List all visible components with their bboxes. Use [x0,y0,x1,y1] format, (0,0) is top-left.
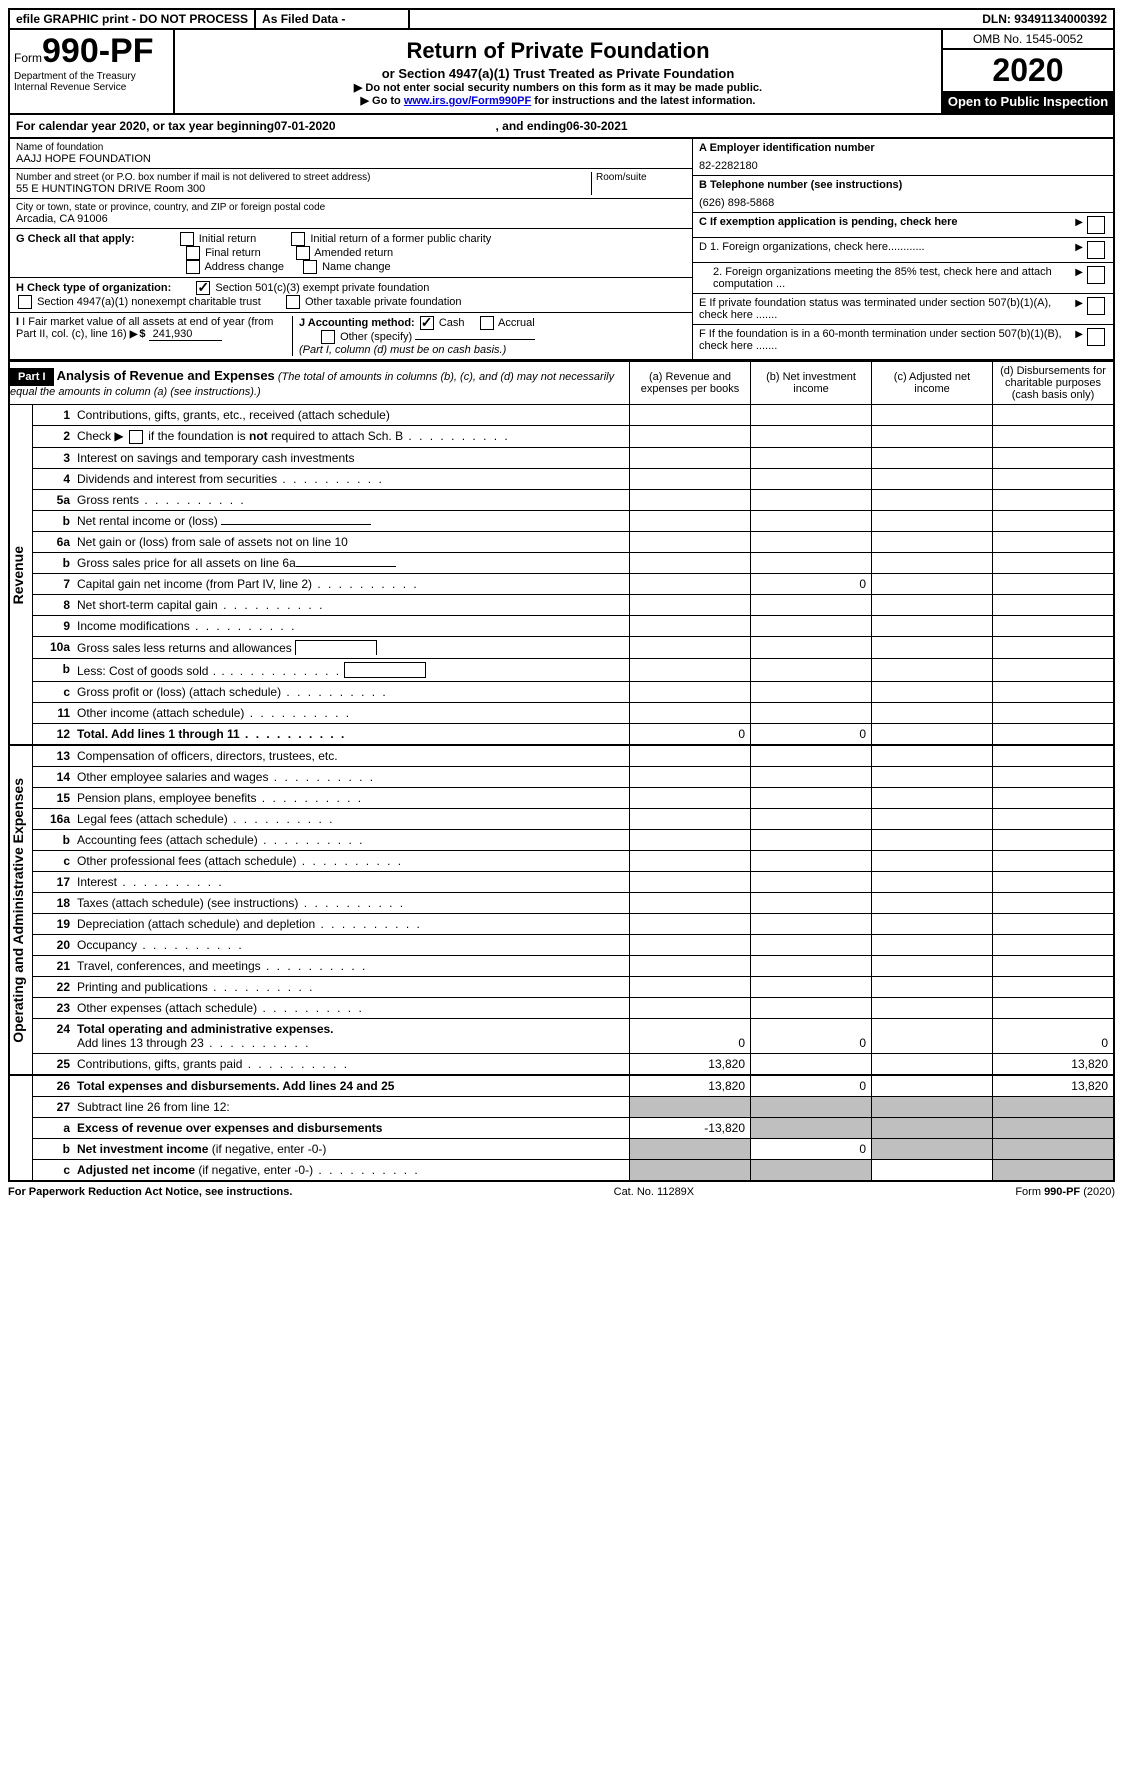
val-7b: 0 [751,574,872,595]
form-prefix: Form [14,51,42,65]
cat-no: Cat. No. 11289X [614,1186,695,1198]
chk-amended-return[interactable] [296,246,310,260]
chk-501c3[interactable] [196,281,210,295]
instr-1: ▶ Do not enter social security numbers o… [183,81,933,94]
omb-number: OMB No. 1545-0052 [943,30,1113,50]
page-footer: For Paperwork Reduction Act Notice, see … [8,1182,1115,1198]
col-c-header: (c) Adjusted net income [872,362,993,405]
form-subtitle: or Section 4947(a)(1) Trust Treated as P… [183,66,933,81]
e-label: E If private foundation status was termi… [699,297,1075,321]
form-number: 990-PF [42,32,154,70]
val-27b: 0 [751,1139,872,1160]
val-24b: 0 [751,1019,872,1054]
section-i-j: I I Fair market value of all assets at e… [10,313,692,359]
addr-label: Number and street (or P.O. box number if… [16,172,587,183]
col-b-header: (b) Net investment income [751,362,872,405]
part-i-table: Part I Analysis of Revenue and Expenses … [8,361,1115,1182]
note-part-i: (Part I, column (d) must be on cash basi… [299,344,506,356]
part-i-header: Part I [10,368,54,386]
chk-address-change[interactable] [186,260,200,274]
tax-year: 2020 [943,50,1113,91]
foundation-name: AAJJ HOPE FOUNDATION [16,153,686,165]
end-date: 06-30-2021 [566,119,627,133]
room-label: Room/suite [596,172,686,183]
irs-link[interactable]: www.irs.gov/Form990PF [404,95,531,107]
dln: DLN: 93491134000392 [976,10,1113,28]
chk-initial-former[interactable] [291,232,305,246]
ein-label: A Employer identification number [699,142,1107,154]
val-27a: -13,820 [630,1118,751,1139]
top-bar: efile GRAPHIC print - DO NOT PROCESS As … [8,8,1115,30]
revenue-section-label: Revenue [10,546,26,604]
chk-initial-return[interactable] [180,232,194,246]
f-label: F If the foundation is in a 60-month ter… [699,328,1075,352]
fmv-value: 241,930 [149,328,223,341]
chk-name-change[interactable] [303,260,317,274]
chk-other-taxable[interactable] [286,295,300,309]
phone-value: (626) 898-5868 [699,191,1107,209]
section-g: G Check all that apply: Initial return I… [10,229,692,278]
d1-label: D 1. Foreign organizations, check here..… [699,241,1075,259]
c-label: C If exemption application is pending, c… [699,216,1075,234]
city-state-zip: Arcadia, CA 91006 [16,213,686,225]
chk-exemption-pending[interactable] [1087,216,1105,234]
chk-d1[interactable] [1087,241,1105,259]
val-25a: 13,820 [630,1054,751,1076]
paperwork-notice: For Paperwork Reduction Act Notice, see … [8,1186,292,1198]
val-26d: 13,820 [993,1075,1115,1097]
irs-label: Internal Revenue Service [14,82,169,93]
col-a-header: (a) Revenue and expenses per books [630,362,751,405]
street-address: 55 E HUNTINGTON DRIVE Room 300 [16,183,587,195]
chk-4947a1[interactable] [18,295,32,309]
chk-e[interactable] [1087,297,1105,315]
chk-sch-b[interactable] [129,430,143,444]
form-title: Return of Private Foundation [183,38,933,64]
phone-label: B Telephone number (see instructions) [699,179,1107,191]
begin-date: 07-01-2020 [274,119,335,133]
dept-treasury: Department of the Treasury [14,71,169,82]
efile-notice: efile GRAPHIC print - DO NOT PROCESS [10,10,256,28]
open-to-public: Open to Public Inspection [943,91,1113,113]
val-26a: 13,820 [630,1075,751,1097]
identity-block: Name of foundation AAJJ HOPE FOUNDATION … [8,139,1115,361]
val-12a: 0 [630,724,751,746]
d2-label: 2. Foreign organizations meeting the 85%… [713,266,1075,290]
col-d-header: (d) Disbursements for charitable purpose… [993,362,1115,405]
city-label: City or town, state or province, country… [16,202,686,213]
chk-final-return[interactable] [186,246,200,260]
ein-value: 82-2282180 [699,154,1107,172]
chk-accrual[interactable] [480,316,494,330]
section-h: H Check type of organization: Section 50… [10,278,692,313]
val-12b: 0 [751,724,872,746]
chk-f[interactable] [1087,328,1105,346]
chk-cash[interactable] [420,316,434,330]
chk-other-method[interactable] [321,330,335,344]
chk-d2[interactable] [1087,266,1105,284]
name-label: Name of foundation [16,142,686,153]
val-25d: 13,820 [993,1054,1115,1076]
opex-section-label: Operating and Administrative Expenses [10,778,26,1043]
val-24d: 0 [993,1019,1115,1054]
calendar-year-row: For calendar year 2020, or tax year begi… [8,115,1115,139]
form-header: Form990-PF Department of the Treasury In… [8,30,1115,115]
as-filed: As Filed Data - [256,10,410,28]
val-24a: 0 [630,1019,751,1054]
val-26b: 0 [751,1075,872,1097]
